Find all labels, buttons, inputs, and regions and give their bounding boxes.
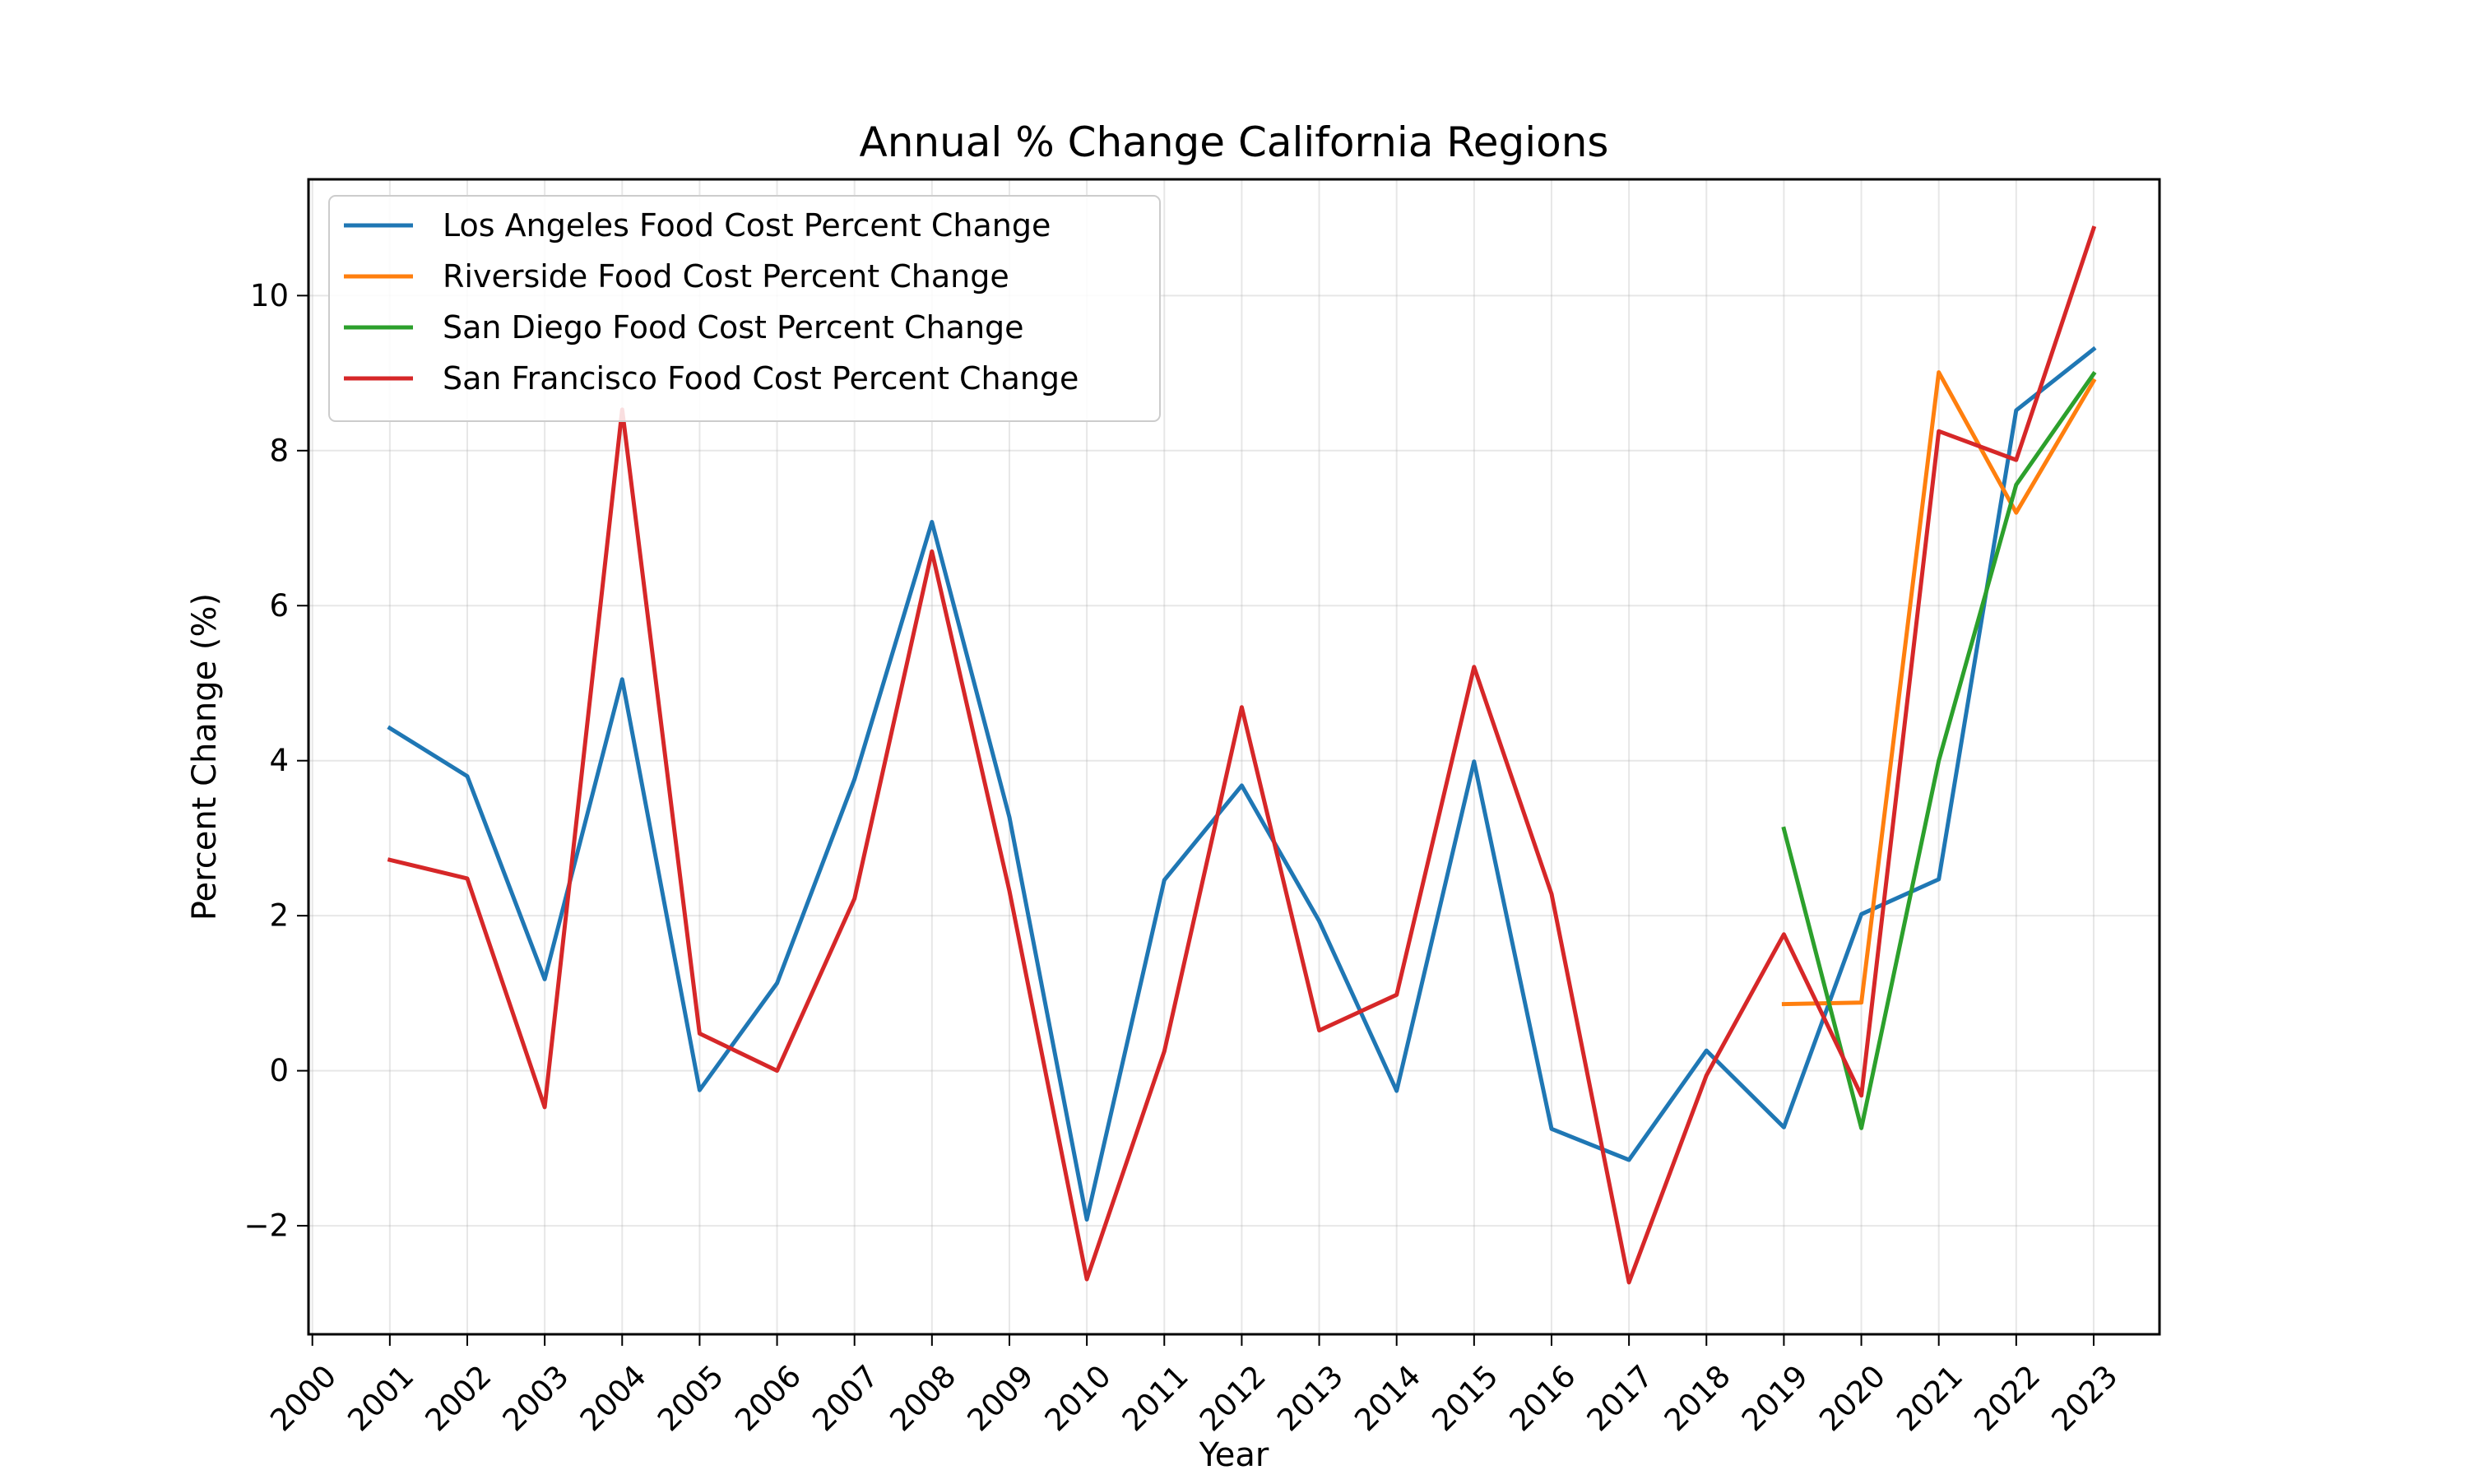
y-axis: −2 0 2 4 6 8 10 bbox=[244, 278, 308, 1244]
series-lines bbox=[387, 225, 2097, 1285]
legend-box bbox=[328, 195, 1161, 422]
y-tick-label: 10 bbox=[250, 278, 289, 313]
series-line bbox=[1781, 371, 2097, 1130]
legend-label: Los Angeles Food Cost Percent Change bbox=[443, 207, 1051, 243]
y-tick-label: 2 bbox=[269, 898, 289, 934]
series-line bbox=[1781, 370, 2097, 1007]
legend: Los Angeles Food Cost Percent Change Rive… bbox=[328, 195, 1161, 422]
y-tick-label: 4 bbox=[269, 743, 289, 778]
series-line bbox=[387, 225, 2097, 1285]
y-tick-label: −2 bbox=[244, 1208, 289, 1244]
plot-frame bbox=[307, 178, 2161, 1336]
y-tick-label: 8 bbox=[269, 433, 289, 468]
legend-label: Riverside Food Cost Percent Change bbox=[443, 258, 1009, 294]
series-line bbox=[387, 345, 2097, 1222]
x-axis-label: Year bbox=[1199, 1436, 1269, 1474]
y-axis-label: Percent Change (%) bbox=[186, 593, 224, 921]
legend-label: San Diego Food Cost Percent Change bbox=[443, 309, 1024, 345]
legend-label: San Francisco Food Cost Percent Change bbox=[443, 360, 1079, 397]
y-tick-label: 0 bbox=[269, 1053, 289, 1088]
chart-title: Annual % Change California Regions bbox=[860, 118, 1609, 166]
y-tick-label: 6 bbox=[269, 588, 289, 624]
